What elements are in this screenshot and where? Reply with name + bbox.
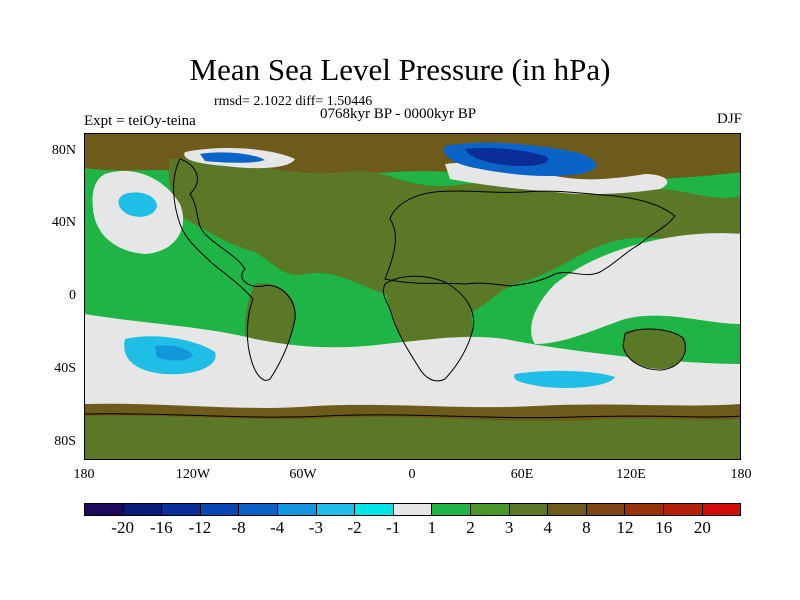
colorbar-cell xyxy=(663,504,703,515)
period-label: 0768kyr BP - 0000kyr BP xyxy=(320,106,477,122)
northern-land-zone xyxy=(168,158,740,317)
colorbar-label: 8 xyxy=(582,518,591,537)
indo-pacific-high xyxy=(531,233,740,344)
rmsd-diff-stats: rmsd= 2.1022 diff= 1.50446 xyxy=(214,94,373,109)
lon-label-180w: 180 xyxy=(73,467,95,482)
colorbar-cell xyxy=(702,504,741,515)
colorbar-label: -20 xyxy=(111,518,134,537)
coastlines xyxy=(85,158,740,419)
colorbar-label: 4 xyxy=(543,518,553,537)
lon-label-0: 0 xyxy=(408,467,416,482)
colorbar-cell xyxy=(586,504,626,515)
colorbar-label: -12 xyxy=(188,518,212,537)
lon-label-60e: 60E xyxy=(510,467,534,482)
south-pacific-low-core xyxy=(155,345,193,361)
colorbar-cell xyxy=(548,504,587,515)
colorbar-cell xyxy=(123,504,163,515)
colorbar-label: 2 xyxy=(466,518,475,537)
colorbar-label: 3 xyxy=(504,518,514,537)
lat-label-40s: 40S xyxy=(54,361,76,376)
lat-label-0: 0 xyxy=(69,288,76,303)
colorbar-label: 1 xyxy=(427,518,437,537)
colorbar-label: 16 xyxy=(655,518,673,537)
lat-label-80n: 80N xyxy=(51,143,76,158)
colorbar-cell xyxy=(316,504,356,515)
colorbar-cell xyxy=(470,504,510,515)
colorbar-cell xyxy=(277,504,317,515)
colorbar-label: -2 xyxy=(347,518,362,537)
colorbar-label: -3 xyxy=(308,518,323,537)
colorbar-cell xyxy=(393,504,433,515)
colorbar-cell xyxy=(239,504,278,515)
lat-label-80s: 80S xyxy=(54,434,76,449)
greenland-low xyxy=(200,152,265,163)
colorbar-label: -16 xyxy=(149,518,173,537)
lon-label-120w: 120W xyxy=(175,467,211,482)
colorbar-cell xyxy=(85,504,124,515)
siberia-low-core xyxy=(465,147,549,167)
map-title: Mean Sea Level Pressure (in hPa) xyxy=(189,52,611,87)
colorbar-label: -8 xyxy=(231,518,246,537)
colorbar-label: -4 xyxy=(270,518,285,537)
pressure-map xyxy=(84,133,741,460)
lat-label-40n: 40N xyxy=(51,215,76,230)
australia-zone xyxy=(623,328,687,369)
colorbar xyxy=(84,503,741,516)
lon-label-180e: 180 xyxy=(730,467,752,482)
north-pacific-low xyxy=(118,192,157,217)
colorbar-cell xyxy=(432,504,471,515)
colorbar-label: -1 xyxy=(386,518,401,537)
lon-label-60w: 60W xyxy=(289,467,317,482)
colorbar-cell xyxy=(509,504,549,515)
colorbar-cell xyxy=(625,504,664,515)
colorbar-cell xyxy=(200,504,240,515)
experiment-label: Expt = teiOy-teina xyxy=(84,113,196,129)
antarctic-interior xyxy=(85,415,740,459)
lon-label-120e: 120E xyxy=(616,467,646,482)
colorbar-label: 20 xyxy=(693,518,711,537)
colorbar-label: 12 xyxy=(616,518,634,537)
map-canvas xyxy=(85,134,740,459)
south-indian-low xyxy=(514,370,615,388)
season-label: DJF xyxy=(716,111,742,127)
colorbar-cell xyxy=(162,504,201,515)
colorbar-cell xyxy=(355,504,394,515)
